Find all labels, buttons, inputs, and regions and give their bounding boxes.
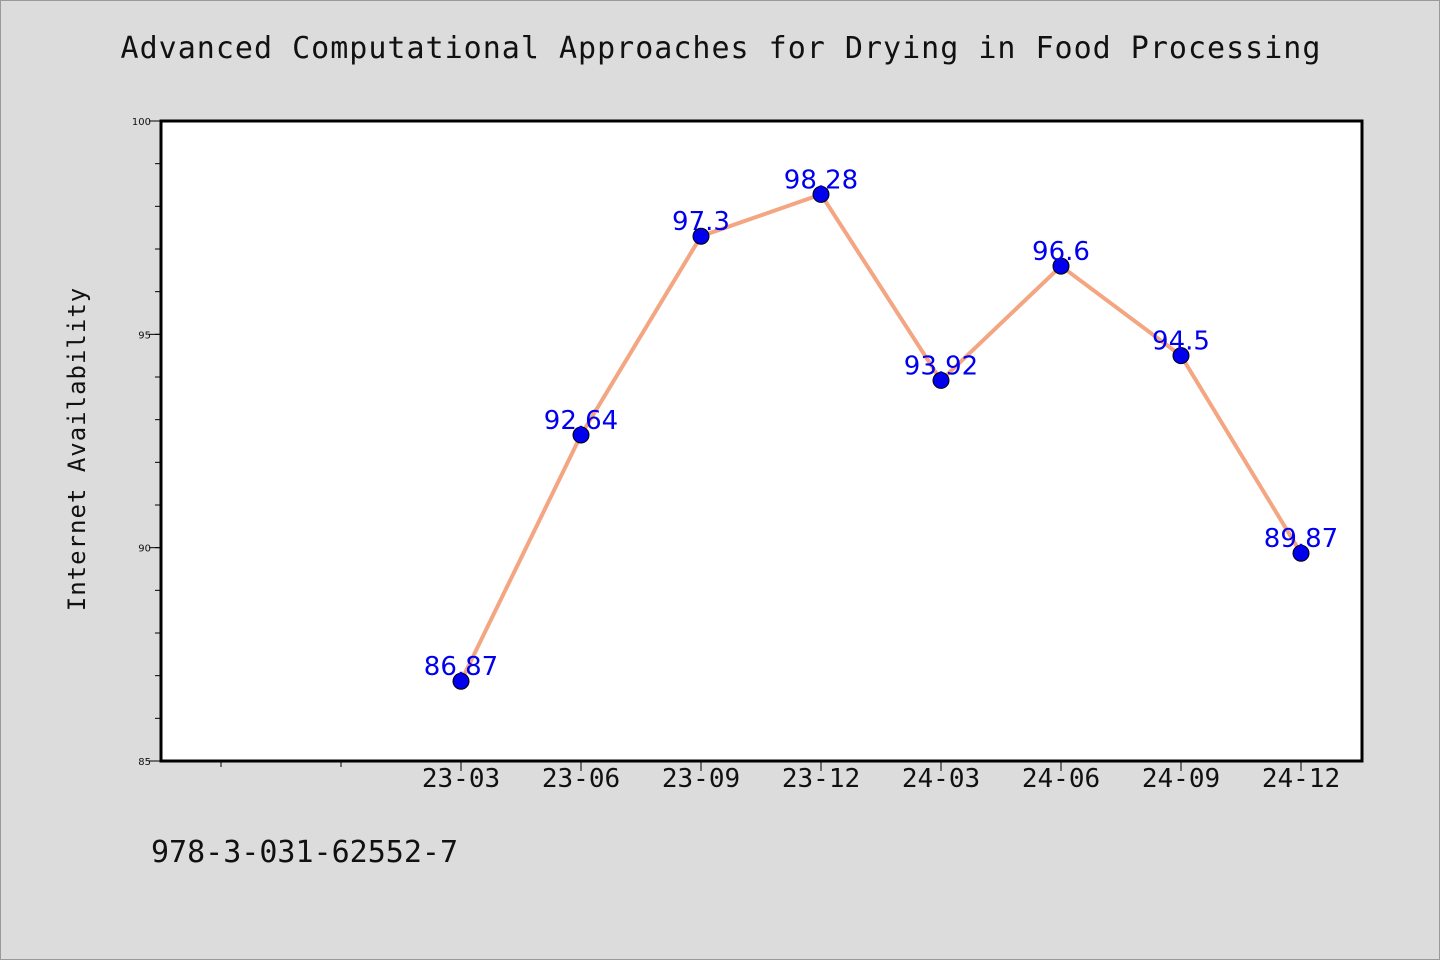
x-tick-label: 24-09 (1142, 764, 1220, 794)
data-point (812, 185, 830, 203)
data-label: 96.6 (1032, 237, 1090, 267)
data-point (1292, 544, 1310, 562)
plot-area (159, 119, 1364, 763)
data-point (1052, 257, 1070, 275)
y-tick-label: 95 (138, 330, 151, 341)
data-point (692, 227, 710, 245)
chart-title: Advanced Computational Approaches for Dr… (120, 31, 1322, 66)
series-line (459, 192, 1303, 684)
y-tick-label: 85 (138, 757, 151, 768)
x-tick-label: 23-12 (782, 764, 860, 794)
data-label: 97.3 (672, 207, 730, 237)
x-tick-label: 23-03 (422, 764, 500, 794)
data-point (932, 371, 950, 389)
x-tick-label: 24-03 (902, 764, 980, 794)
data-label: 92.64 (544, 406, 618, 436)
data-label: 98.28 (784, 165, 858, 195)
x-tick-label: 24-12 (1262, 764, 1340, 794)
data-point (452, 672, 470, 690)
series-layer (452, 185, 1310, 690)
data-label: 86.87 (424, 652, 498, 682)
data-label: 94.5 (1152, 327, 1210, 357)
data-labels-layer: 86.87 92.64 97.3 98.28 93.92 96.6 94.5 89.87 (424, 165, 1338, 682)
x-tick-label: 23-06 (542, 764, 620, 794)
data-label: 89.87 (1264, 524, 1338, 554)
axes-layer: 85 90 95 100 23-03 23-06 23-09 23-12 24-03 24-06 2… (132, 117, 1364, 794)
data-point (572, 426, 590, 444)
data-label: 93.92 (904, 351, 978, 381)
y-tick-label: 100 (132, 117, 151, 128)
data-point (1172, 347, 1190, 365)
y-tick-label: 90 (138, 544, 151, 555)
x-tick-label: 23-09 (662, 764, 740, 794)
x-tick-label: 24-06 (1022, 764, 1100, 794)
isbn-code: 978-3-031-62552-7 (151, 835, 459, 870)
